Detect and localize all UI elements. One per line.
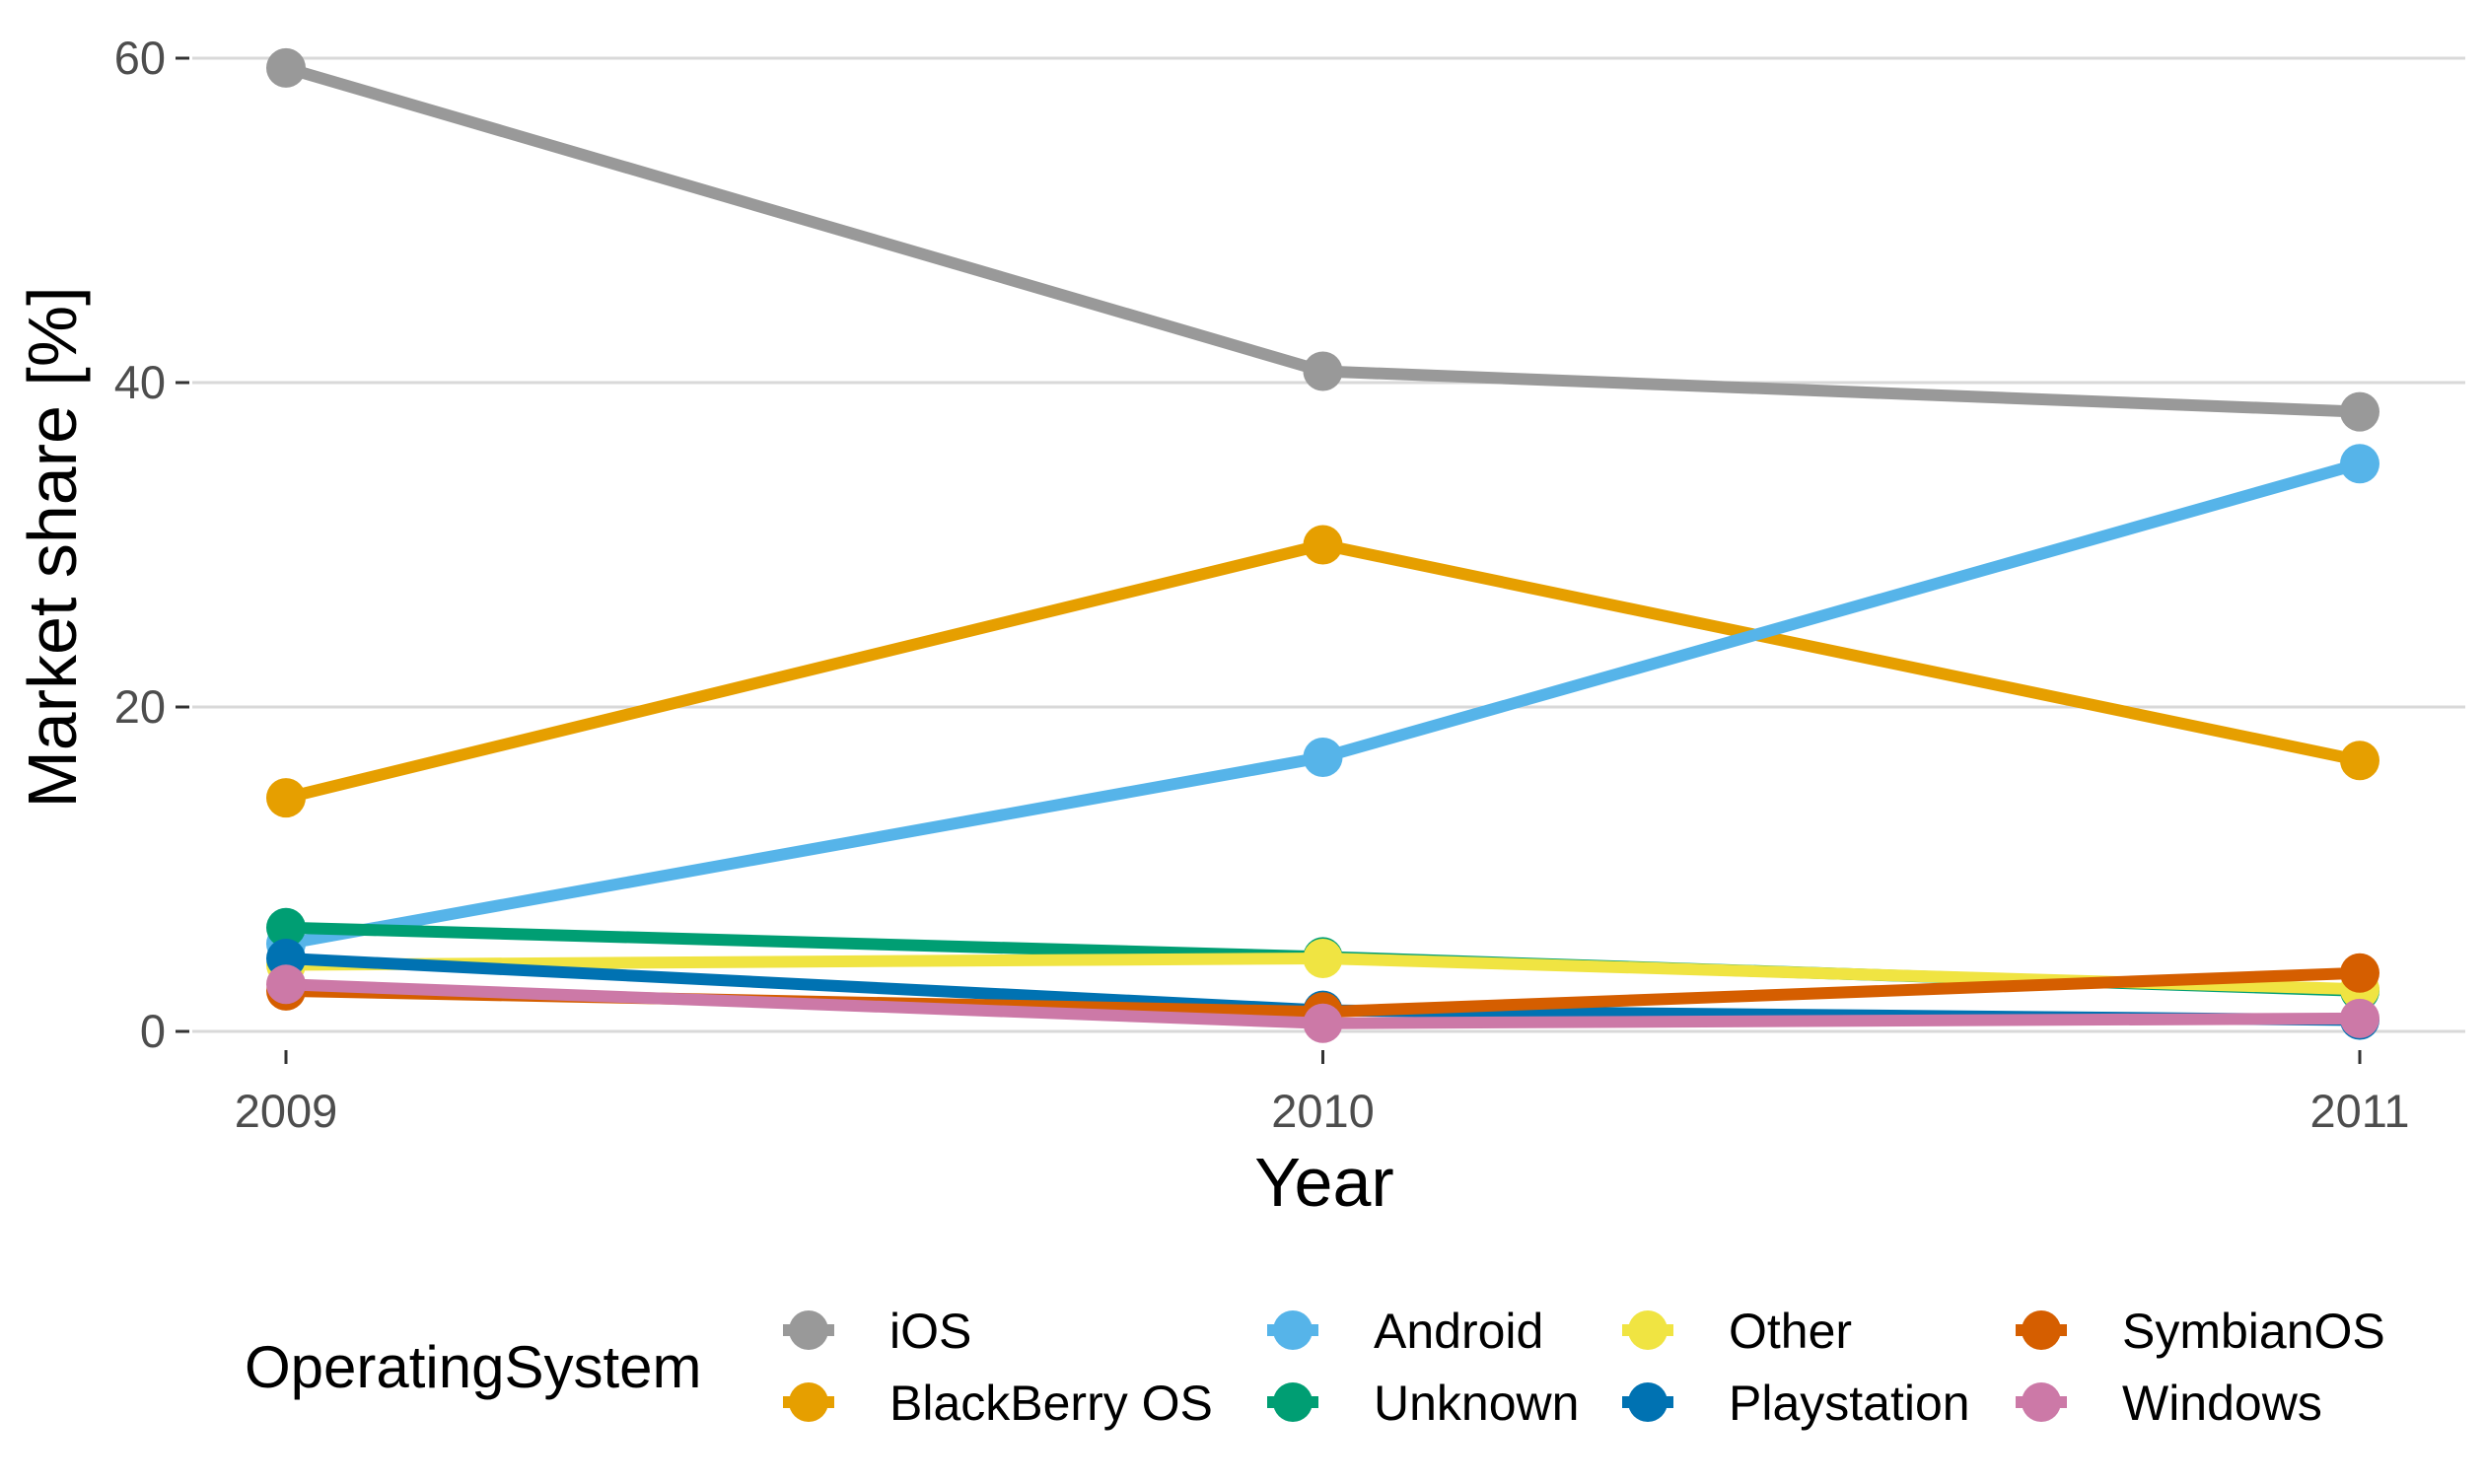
data-point-windows-2009 [266,964,306,1005]
x-tick-label-2009: 2009 [235,1085,338,1137]
legend-key-point-ios [789,1310,828,1350]
legend-item-android: Android [1267,1304,1543,1359]
legend-item-windows: Windows [2016,1376,2322,1431]
legend-key-point-blackberry-os [789,1382,828,1422]
legend-label-ios: iOS [889,1304,971,1359]
legend-item-ios: iOS [783,1304,971,1359]
legend-title: OperatingSystem [245,1334,702,1400]
legend-key-point-android [1273,1310,1313,1350]
data-point-symbianos-2011 [2340,953,2379,993]
legend-item-blackberry-os: BlackBerry OS [783,1376,1213,1431]
y-tick-label-60: 60 [114,32,166,84]
legend-item-unknown: Unknown [1267,1376,1579,1431]
series-ios [266,47,2379,432]
legend-key-point-symbianos [2022,1310,2061,1350]
legend: OperatingSystem iOS BlackBerry OS Android U… [245,1304,2385,1431]
series-blackberry-os [266,525,2379,818]
y-axis-title: Market share [%] [14,286,91,808]
legend-key-point-windows [2022,1382,2061,1422]
legend-label-android: Android [1374,1304,1543,1359]
data-point-android-2011 [2340,444,2379,484]
legend-item-symbianos: SymbianOS [2016,1304,2385,1359]
series-windows [266,964,2379,1043]
data-point-blackberry-os-2011 [2340,741,2379,781]
legend-label-blackberry-os: BlackBerry OS [889,1376,1213,1431]
legend-key-point-other [1628,1310,1668,1350]
data-point-ios-2010 [1303,351,1343,391]
data-point-windows-2010 [1303,1003,1343,1043]
x-axis-title: Year [1254,1144,1393,1221]
legend-item-playstation: Playstation [1622,1376,1970,1431]
x-tick-label-2010: 2010 [1271,1085,1375,1137]
data-point-blackberry-os-2009 [266,778,306,818]
data-point-ios-2011 [2340,391,2379,432]
data-point-ios-2009 [266,47,306,88]
data-point-windows-2011 [2340,998,2379,1038]
legend-label-symbianos: SymbianOS [2122,1304,2385,1359]
y-tick-label-20: 20 [114,680,166,733]
legend-items: iOS BlackBerry OS Android Unknown Other Plays… [783,1304,2385,1431]
data-point-blackberry-os-2010 [1303,525,1343,565]
legend-key-point-unknown [1273,1382,1313,1422]
y-tick-label-40: 40 [114,356,166,408]
legend-label-unknown: Unknown [1374,1376,1579,1431]
y-tick-label-0: 0 [140,1005,166,1057]
data-point-unknown-2009 [266,907,306,948]
data-point-other-2010 [1303,938,1343,978]
legend-label-other: Other [1729,1304,1852,1359]
axis-layer: 0 20 40 60 2009 2010 2011 [114,32,2410,1137]
x-tick-label-2011: 2011 [2309,1085,2409,1137]
legend-label-playstation: Playstation [1729,1376,1970,1431]
series-layer [266,47,2379,1043]
legend-key-point-playstation [1628,1382,1668,1422]
legend-item-other: Other [1622,1304,1852,1359]
legend-label-windows: Windows [2122,1376,2322,1431]
data-point-android-2010 [1303,737,1343,777]
